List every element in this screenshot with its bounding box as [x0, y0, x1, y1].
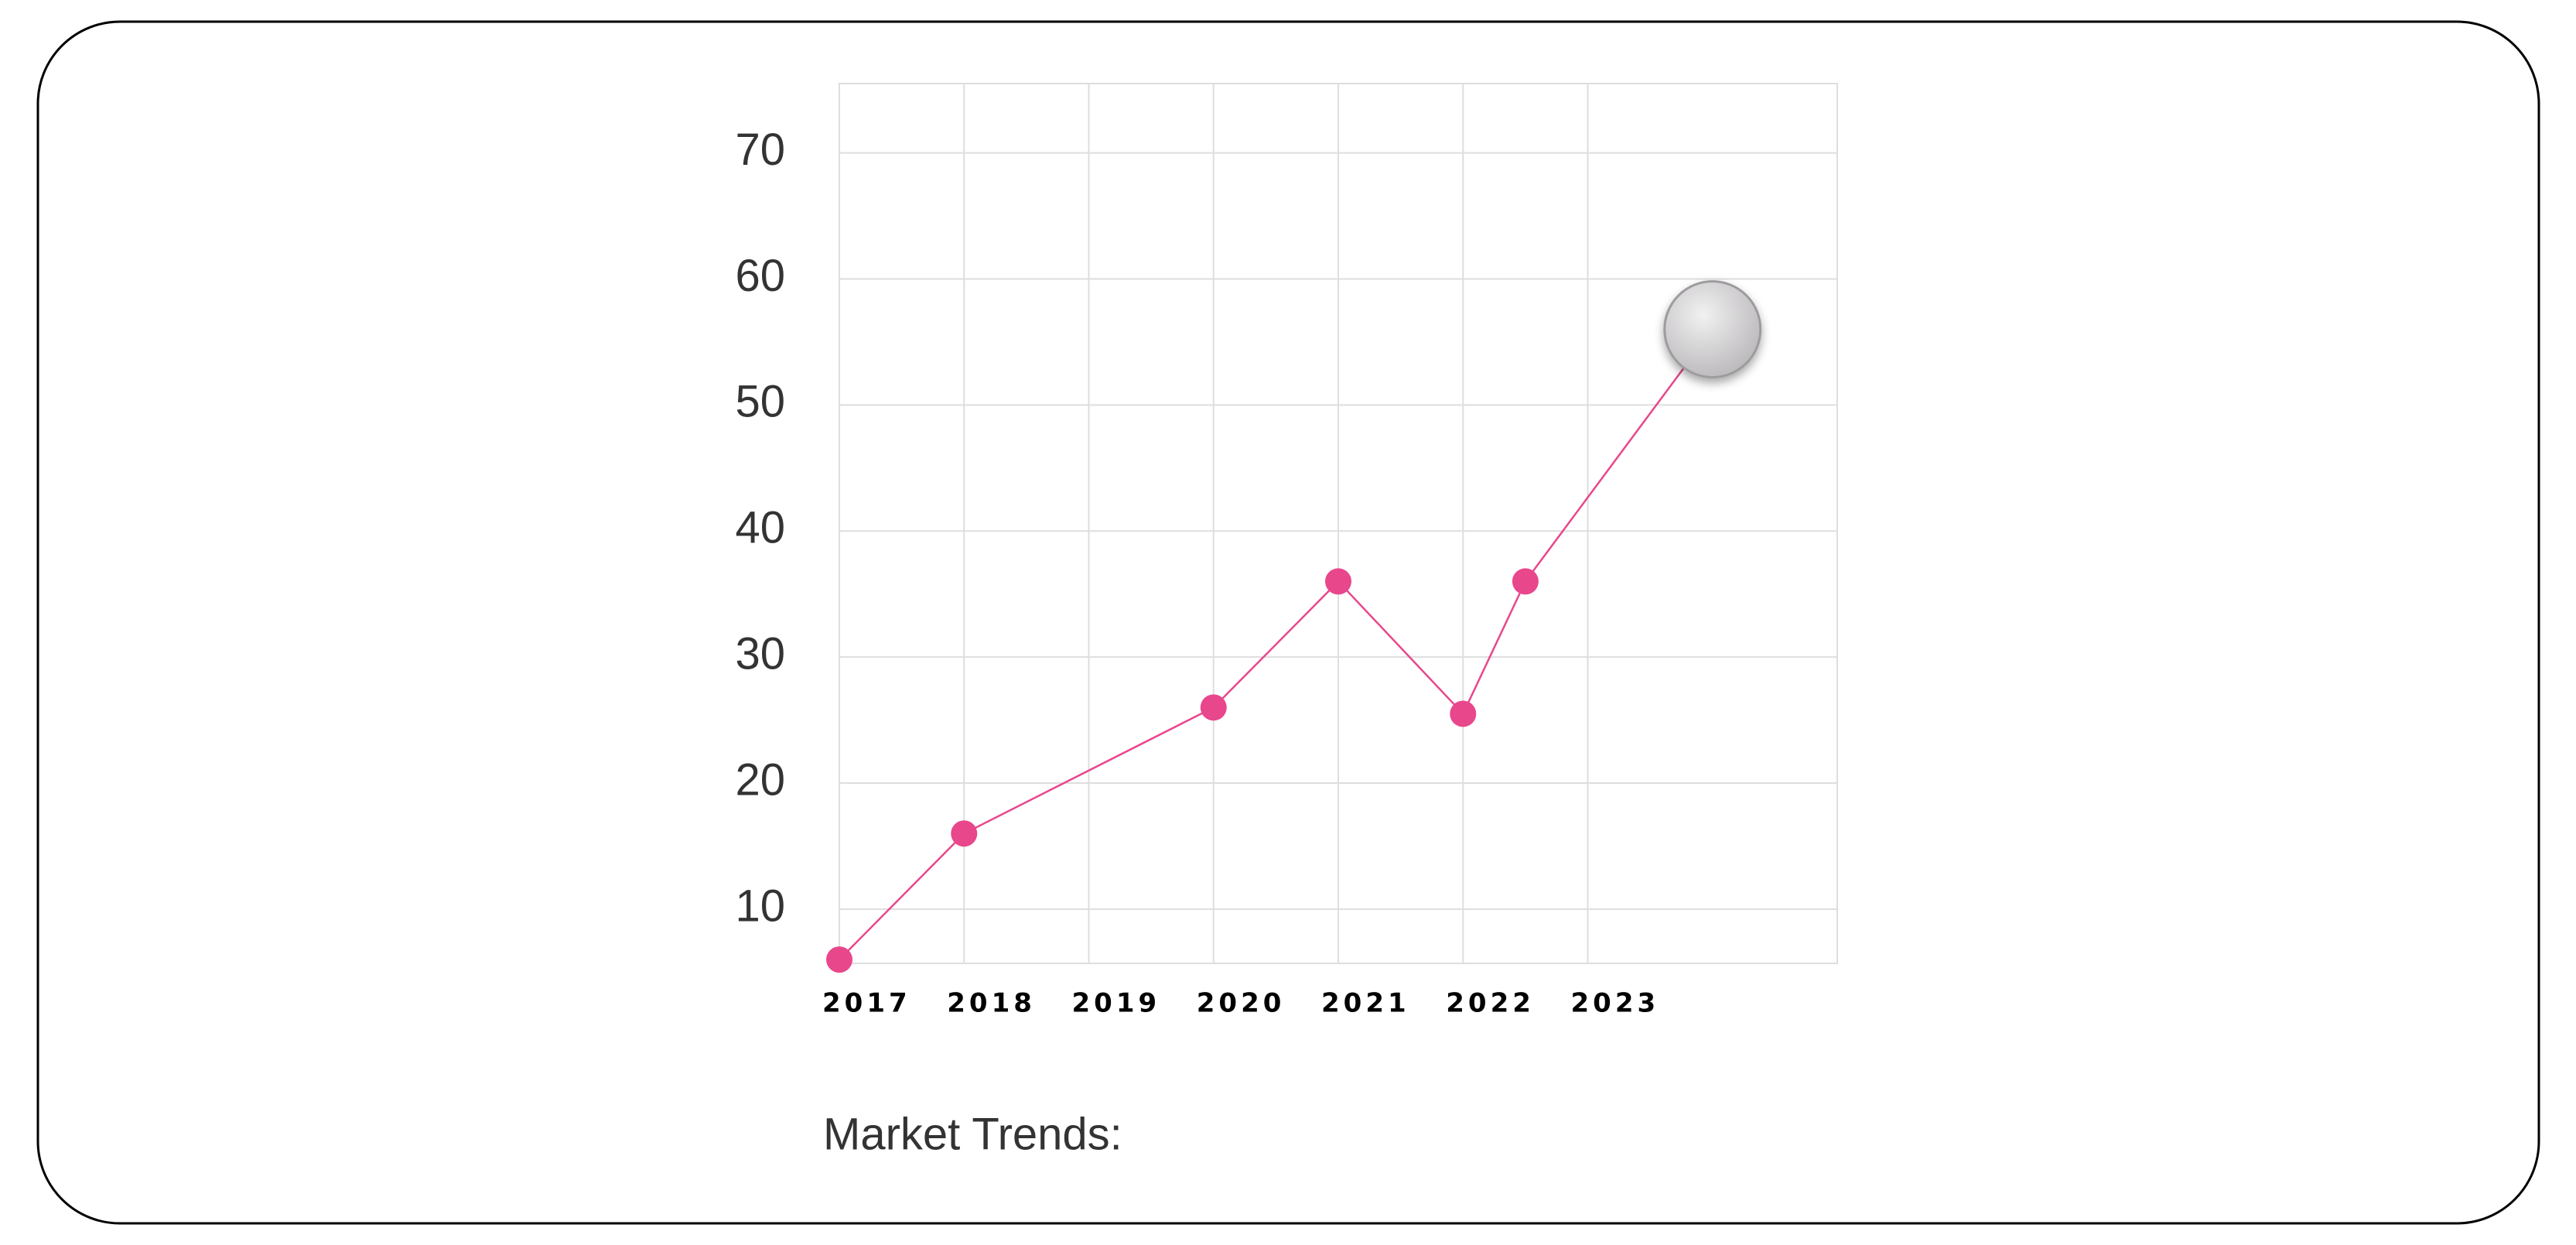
y-tick-label: 40	[735, 503, 785, 553]
y-tick-label: 30	[735, 628, 785, 679]
data-point	[1512, 568, 1539, 595]
y-tick-label: 50	[735, 377, 785, 427]
x-tick-label: 2022	[1446, 988, 1535, 1019]
x-tick-label: 2020	[1197, 988, 1286, 1019]
y-tick-label: 10	[735, 881, 785, 931]
data-point	[826, 946, 852, 973]
data-point	[1450, 700, 1477, 727]
highlight-point	[1663, 280, 1762, 379]
y-tick-label: 70	[735, 125, 785, 175]
data-point	[951, 820, 978, 847]
x-tick-label: 2019	[1072, 988, 1161, 1019]
x-tick-label: 2021	[1321, 988, 1410, 1019]
x-tick-label: 2023	[1571, 988, 1660, 1019]
data-point	[1200, 694, 1227, 721]
x-tick-label: 2017	[822, 988, 911, 1019]
data-point	[1325, 568, 1351, 595]
y-tick-label: 60	[735, 251, 785, 301]
y-tick-label: 20	[735, 754, 785, 805]
x-tick-label: 2018	[947, 988, 1036, 1019]
card	[36, 20, 2540, 1225]
chart-title: Market Trends:	[823, 1109, 1122, 1159]
